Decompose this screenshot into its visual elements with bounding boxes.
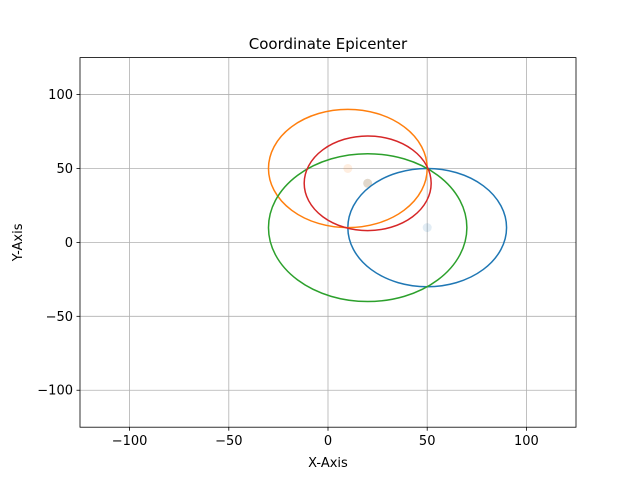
- y-tick-label: −50: [46, 310, 73, 325]
- series-1-point: [422, 223, 432, 233]
- chart-title: Coordinate Epicenter: [249, 35, 408, 53]
- y-tick-label: −100: [37, 384, 73, 399]
- y-tick-label: 50: [56, 162, 73, 177]
- x-axis-label: X-Axis: [308, 456, 348, 471]
- x-tick-label: 100: [514, 434, 539, 449]
- series-3-circle: [267, 152, 468, 303]
- x-tick-label: 0: [324, 434, 332, 449]
- x-tick-label: 50: [419, 434, 436, 449]
- series-4-point: [363, 178, 373, 188]
- y-tick-label: 100: [48, 88, 73, 103]
- x-tick-label: −100: [112, 434, 148, 449]
- series-4-circle: [303, 135, 432, 232]
- ticks: −100 −50 0 50 100 −100 −50 0 50 100: [37, 88, 539, 449]
- y-axis-label: Y-Axis: [11, 223, 26, 262]
- x-tick-label: −50: [215, 434, 242, 449]
- series-layer: [267, 108, 508, 303]
- series-2-point: [343, 163, 353, 173]
- grid: [80, 57, 576, 428]
- series-3-point: [363, 178, 373, 188]
- y-tick-label: 0: [65, 236, 73, 251]
